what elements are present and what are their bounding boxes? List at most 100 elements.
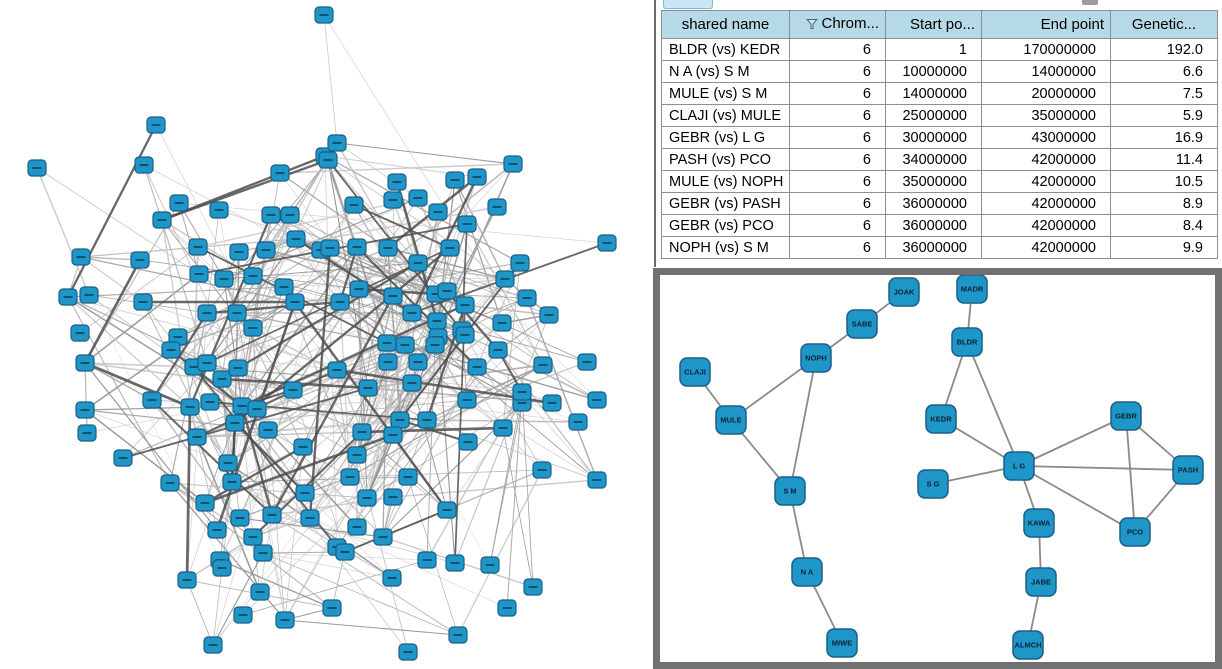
table-cell[interactable]: MULE (vs) S M	[661, 82, 790, 105]
table-cell[interactable]: 6	[789, 192, 886, 215]
column-header-genetic[interactable]: Genetic...	[1110, 10, 1218, 39]
table-row[interactable]: BLDR (vs) KEDR 6 1 170000000 192.0	[661, 38, 1218, 61]
network-node[interactable]	[197, 354, 217, 372]
network-edge[interactable]	[204, 433, 394, 505]
network-node[interactable]	[293, 438, 313, 456]
network-node[interactable]	[232, 397, 252, 415]
table-cell[interactable]: 43000000	[981, 126, 1111, 149]
network-node[interactable]	[510, 254, 530, 272]
network-edge[interactable]	[79, 246, 199, 334]
network-node[interactable]	[318, 151, 338, 169]
table-cell[interactable]: 10.5	[1110, 170, 1218, 193]
network-edge[interactable]	[502, 427, 534, 588]
network-edge[interactable]	[151, 399, 273, 516]
network-edge[interactable]	[84, 362, 195, 368]
network-node[interactable]	[428, 203, 448, 221]
network-node-MIWE[interactable]: MIWE	[826, 628, 858, 658]
table-row[interactable]: GEBR (vs) L G 6 30000000 43000000 16.9	[661, 126, 1218, 149]
network-node-SABE[interactable]: SABE	[846, 309, 878, 339]
network-edge[interactable]	[212, 552, 264, 646]
table-cell[interactable]: 192.0	[1110, 38, 1218, 61]
network-node[interactable]	[503, 155, 523, 173]
table-cell[interactable]: 6	[789, 38, 886, 61]
network-edge[interactable]	[324, 155, 419, 264]
network-node[interactable]	[214, 270, 234, 288]
network-node[interactable]	[283, 381, 303, 399]
subnetwork-canvas[interactable]: JOAK MADR SABE BLDR NOPH CLAJI KEDR GEBR MULE L G…	[660, 274, 1215, 662]
network-node[interactable]	[70, 324, 90, 342]
network-node[interactable]	[408, 353, 428, 371]
table-cell[interactable]: 6	[789, 126, 886, 149]
network-node[interactable]	[152, 211, 172, 229]
network-node[interactable]	[487, 198, 507, 216]
network-node[interactable]	[177, 571, 197, 589]
column-header-start-po[interactable]: Start po...	[885, 10, 982, 39]
network-node[interactable]	[402, 304, 422, 322]
network-edge-GEBR-PCO[interactable]	[1125, 415, 1136, 533]
network-node[interactable]	[200, 393, 220, 411]
network-edge[interactable]	[283, 286, 448, 511]
table-row[interactable]: MULE (vs) NOPH 6 35000000 42000000 10.5	[661, 170, 1218, 193]
network-node[interactable]	[258, 421, 278, 439]
network-edge[interactable]	[336, 142, 514, 165]
table-cell[interactable]: MULE (vs) NOPH	[661, 170, 790, 193]
network-edge[interactable]	[308, 247, 332, 519]
network-node[interactable]	[134, 156, 154, 174]
network-edge[interactable]	[338, 246, 359, 303]
table-cell[interactable]: 35000000	[981, 104, 1111, 127]
network-node[interactable]	[300, 509, 320, 527]
table-cell[interactable]: 1	[885, 38, 982, 61]
network-node[interactable]	[203, 636, 223, 654]
network-edge[interactable]	[186, 579, 214, 646]
network-node-MADR[interactable]: MADR	[956, 274, 988, 304]
main-network-view[interactable]	[0, 0, 653, 669]
table-cell[interactable]: 42000000	[981, 214, 1111, 237]
table-cell[interactable]: 36000000	[885, 214, 982, 237]
table-row[interactable]: NOPH (vs) S M 6 36000000 42000000 9.9	[661, 236, 1218, 259]
table-cell[interactable]: GEBR (vs) PCO	[661, 214, 790, 237]
network-edge[interactable]	[449, 247, 598, 401]
network-edge[interactable]	[193, 295, 394, 368]
network-node[interactable]	[383, 287, 403, 305]
network-node[interactable]	[349, 280, 369, 298]
column-header-end-point[interactable]: End point	[981, 10, 1111, 39]
network-edge[interactable]	[411, 382, 448, 511]
network-edge[interactable]	[240, 405, 274, 516]
table-cell[interactable]: 30000000	[885, 126, 982, 149]
network-node[interactable]	[523, 578, 543, 596]
network-edge[interactable]	[196, 369, 338, 438]
network-edge[interactable]	[344, 509, 448, 553]
network-edge[interactable]	[84, 362, 88, 434]
network-edge[interactable]	[161, 154, 326, 222]
network-node[interactable]	[497, 599, 517, 617]
network-edge[interactable]	[323, 14, 338, 144]
network-node[interactable]	[495, 270, 515, 288]
network-node[interactable]	[512, 383, 532, 401]
table-cell[interactable]: GEBR (vs) PASH	[661, 192, 790, 215]
network-edge[interactable]	[83, 259, 142, 364]
network-node[interactable]	[427, 312, 447, 330]
network-node[interactable]	[480, 556, 500, 574]
network-node[interactable]	[425, 336, 445, 354]
network-edge[interactable]	[446, 223, 468, 292]
network-edge[interactable]	[36, 167, 200, 275]
network-node[interactable]	[335, 543, 355, 561]
network-edge[interactable]	[356, 329, 463, 456]
network-node[interactable]	[180, 398, 200, 416]
network-node[interactable]	[330, 293, 350, 311]
network-node[interactable]	[285, 293, 305, 311]
network-node[interactable]	[488, 341, 508, 359]
network-node-PASH[interactable]: PASH	[1172, 455, 1204, 485]
network-node[interactable]	[455, 326, 475, 344]
network-node-SG[interactable]: S G	[917, 469, 949, 499]
network-edge-PCO-LG[interactable]	[1018, 465, 1136, 533]
network-edge[interactable]	[67, 296, 191, 408]
network-edge[interactable]	[237, 262, 419, 369]
table-cell[interactable]: CLAJI (vs) MULE	[661, 104, 790, 127]
network-node[interactable]	[467, 168, 487, 186]
network-node[interactable]	[228, 359, 248, 377]
table-row[interactable]: N A (vs) S M 6 10000000 14000000 6.6	[661, 60, 1218, 83]
network-edge[interactable]	[178, 202, 200, 275]
network-edge[interactable]	[155, 124, 294, 391]
network-node[interactable]	[395, 336, 415, 354]
